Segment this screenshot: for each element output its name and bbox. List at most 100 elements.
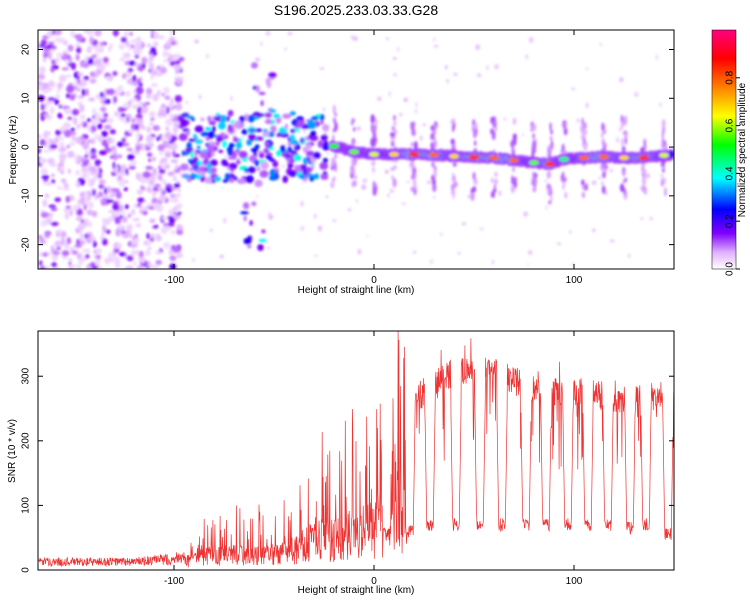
noise-blob <box>122 216 128 224</box>
transition-blob <box>322 143 330 151</box>
noise-blob <box>63 122 71 129</box>
noise-blob <box>192 257 195 263</box>
noise-blob <box>42 149 50 153</box>
noise-blob <box>325 195 329 199</box>
noise-blob <box>49 106 55 115</box>
noise-blob <box>175 252 184 259</box>
noise-blob <box>126 78 134 85</box>
signal-peak <box>619 155 629 161</box>
streak-blob <box>473 178 478 185</box>
noise-blob <box>525 54 529 60</box>
transition-blob <box>245 175 254 184</box>
noise-blob <box>131 98 138 102</box>
noise-blob <box>38 84 44 91</box>
noise-blob <box>50 245 54 254</box>
noise-blob <box>131 150 139 155</box>
streak-blob <box>510 140 515 148</box>
noise-blob <box>106 199 114 203</box>
noise-blob <box>115 228 121 237</box>
noise-blob <box>392 72 398 77</box>
noise-blob <box>150 75 154 80</box>
streak-blob <box>332 104 336 115</box>
noise-blob <box>80 234 85 238</box>
streak-blob <box>619 183 625 193</box>
spectrogram-y-ticks: -20 -10 0 10 20 <box>21 44 674 252</box>
noise-blob <box>128 45 132 51</box>
transition-blob <box>194 125 204 133</box>
signal-peak <box>659 152 669 158</box>
noise-blob <box>119 57 125 62</box>
noise-blob <box>62 186 70 191</box>
noise-blob <box>51 173 55 177</box>
streak-blob <box>532 133 536 139</box>
transition-blob <box>222 179 229 183</box>
noise-blob <box>87 45 93 50</box>
noise-blob <box>90 137 96 145</box>
noise-blob <box>40 219 47 227</box>
noise-blob <box>158 168 166 175</box>
transition-blob <box>247 114 255 123</box>
snr-x-tick-label: 0 <box>371 576 377 587</box>
transition-blob <box>200 131 210 137</box>
noise-blob <box>161 216 167 221</box>
streak-blob <box>546 170 551 179</box>
noise-blob <box>43 48 50 55</box>
streak-blob <box>641 164 645 172</box>
noise-blob <box>121 137 126 143</box>
noise-blob <box>102 56 109 64</box>
noise-blob <box>57 88 61 93</box>
noise-blob <box>130 117 136 124</box>
streak-blob <box>510 184 516 194</box>
streak-blob <box>372 130 377 140</box>
noise-blob <box>53 248 58 253</box>
noise-blob <box>143 240 148 246</box>
noise-blob <box>99 107 107 111</box>
noise-blob <box>167 222 175 227</box>
noise-blob <box>43 113 49 118</box>
colorbar: 0.0 0.2 0.4 0.6 0.8 Normalized spectral ampl… <box>711 29 748 276</box>
noise-blob <box>70 127 76 132</box>
streak-blob <box>624 115 628 125</box>
streak-blob <box>392 114 397 122</box>
noise-blob <box>167 102 176 108</box>
streak-blob <box>470 191 475 201</box>
noise-blob <box>86 118 92 123</box>
noise-blob <box>168 41 173 46</box>
transition-blob <box>320 120 324 125</box>
noise-blob <box>52 250 61 256</box>
transition-blob <box>273 113 281 119</box>
noise-blob <box>122 232 129 239</box>
noise-blob <box>322 107 325 112</box>
noise-blob <box>173 215 181 220</box>
noise-blob <box>47 41 56 45</box>
noise-blob <box>135 36 142 45</box>
transition-blob <box>238 150 248 159</box>
noise-blob <box>175 68 180 75</box>
transition-blob <box>224 173 231 181</box>
streak-blob <box>532 123 537 132</box>
transition-blob <box>290 134 295 142</box>
noise-blob <box>59 146 67 152</box>
noise-blob <box>124 40 130 47</box>
spectrogram-x-tick-label: 0 <box>371 275 377 286</box>
noise-blob <box>161 92 165 97</box>
noise-blob <box>162 190 166 196</box>
transition-blob <box>287 146 292 153</box>
transition-blob <box>303 157 307 164</box>
spectrogram-x-tick-label: -100 <box>164 275 184 286</box>
noise-blob <box>45 217 52 225</box>
noise-blob <box>107 185 111 194</box>
noise-blob <box>47 97 56 102</box>
noise-blob <box>121 73 127 80</box>
noise-blob <box>521 133 525 136</box>
noise-blob <box>163 222 168 227</box>
noise-blob <box>64 59 71 64</box>
noise-blob <box>163 226 172 231</box>
noise-blob <box>147 263 154 268</box>
noise-blob <box>78 259 84 265</box>
transition-blob <box>228 177 235 184</box>
noise-blob <box>38 73 46 80</box>
noise-blob <box>38 134 43 139</box>
transition-blob <box>190 173 198 178</box>
streak-blob <box>534 177 538 185</box>
